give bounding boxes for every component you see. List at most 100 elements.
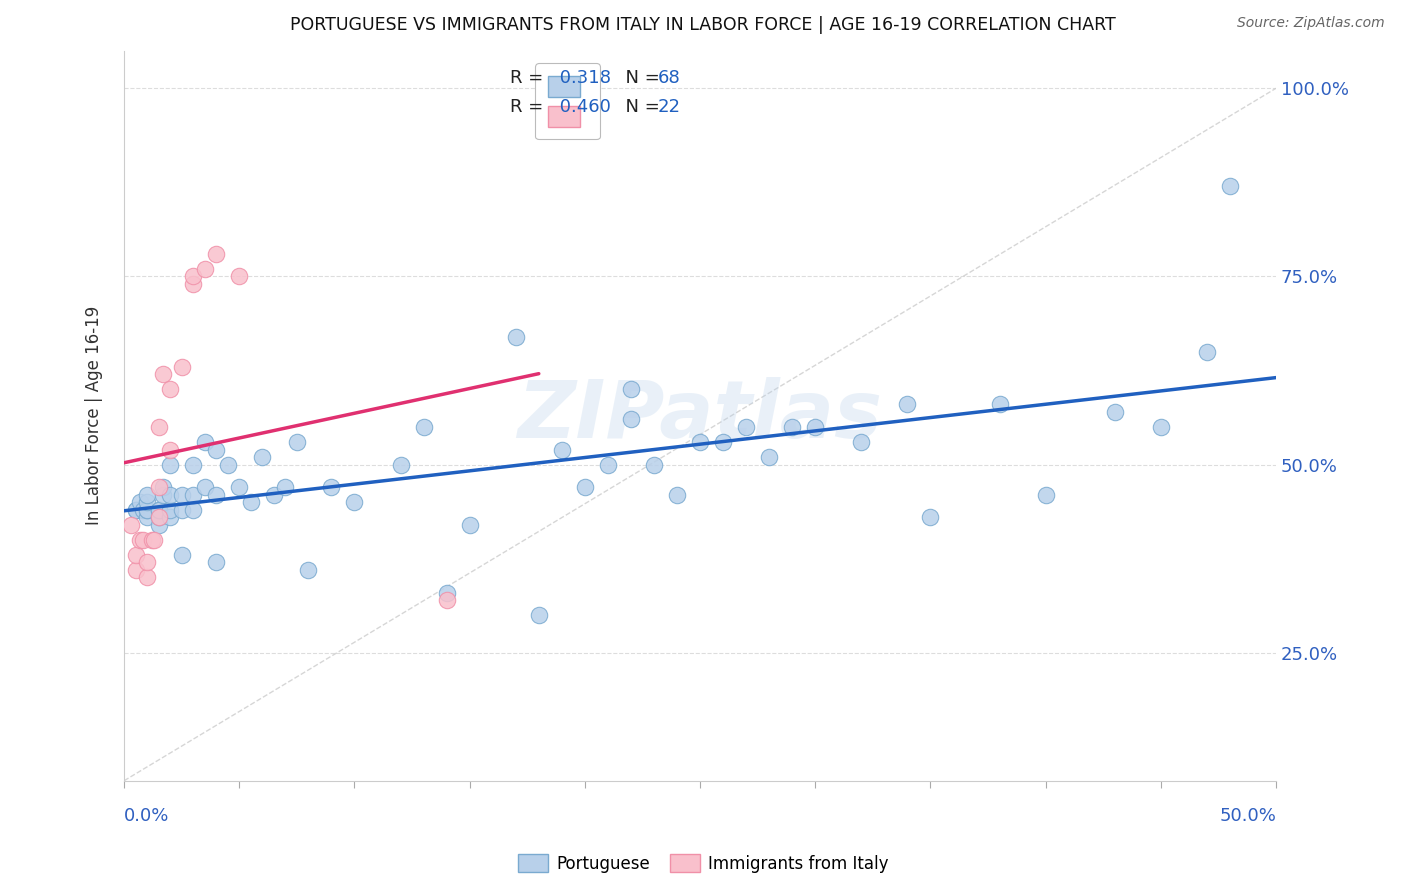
Text: R =: R = — [510, 69, 548, 87]
Point — [217, 458, 239, 472]
Point — [159, 510, 181, 524]
Point — [170, 359, 193, 374]
Point — [124, 563, 146, 577]
Point — [1150, 420, 1173, 434]
Point — [152, 488, 174, 502]
Point — [321, 480, 343, 494]
Point — [159, 502, 181, 516]
Point — [505, 329, 527, 343]
Point — [988, 397, 1011, 411]
Point — [205, 556, 228, 570]
Point — [735, 420, 758, 434]
Text: ZIPatlas: ZIPatlas — [517, 376, 883, 455]
Point — [159, 442, 181, 457]
Text: 68: 68 — [658, 69, 681, 87]
Point — [711, 435, 734, 450]
Point — [152, 368, 174, 382]
Point — [120, 517, 142, 532]
Point — [666, 488, 689, 502]
Point — [239, 495, 262, 509]
Point — [131, 502, 153, 516]
Point — [194, 261, 217, 276]
Point — [1219, 179, 1241, 194]
Point — [124, 502, 146, 516]
Point — [263, 488, 285, 502]
Point — [920, 510, 942, 524]
Point — [148, 502, 170, 516]
Point — [136, 502, 159, 516]
Point — [181, 458, 204, 472]
Point — [148, 510, 170, 524]
Point — [343, 495, 366, 509]
Text: N =: N = — [613, 69, 665, 87]
Point — [620, 382, 643, 396]
Point — [527, 608, 550, 623]
Point — [285, 435, 308, 450]
Point — [896, 397, 918, 411]
Point — [141, 533, 163, 547]
Point — [689, 435, 711, 450]
Point — [574, 480, 596, 494]
Point — [124, 548, 146, 562]
Legend: Portuguese, Immigrants from Italy: Portuguese, Immigrants from Italy — [510, 847, 896, 880]
Text: Source: ZipAtlas.com: Source: ZipAtlas.com — [1237, 16, 1385, 30]
Point — [194, 480, 217, 494]
Point — [148, 420, 170, 434]
Point — [129, 495, 152, 509]
Legend: , : , — [536, 63, 600, 139]
Point — [124, 502, 146, 516]
Point — [228, 269, 250, 284]
Text: 50.0%: 50.0% — [1219, 807, 1277, 825]
Point — [181, 277, 204, 291]
Point — [228, 480, 250, 494]
Text: 22: 22 — [658, 98, 681, 116]
Point — [643, 458, 665, 472]
Point — [194, 435, 217, 450]
Y-axis label: In Labor Force | Age 16-19: In Labor Force | Age 16-19 — [86, 306, 103, 525]
Point — [152, 480, 174, 494]
Point — [136, 488, 159, 502]
Point — [551, 442, 574, 457]
Point — [252, 450, 274, 464]
Text: 0.460: 0.460 — [554, 98, 610, 116]
Point — [389, 458, 412, 472]
Point — [436, 593, 458, 607]
Point — [1195, 344, 1218, 359]
Point — [170, 488, 193, 502]
Point — [804, 420, 827, 434]
Point — [412, 420, 434, 434]
Point — [129, 533, 152, 547]
Point — [596, 458, 619, 472]
Point — [458, 517, 481, 532]
Point — [170, 548, 193, 562]
Point — [170, 502, 193, 516]
Point — [205, 488, 228, 502]
Point — [143, 533, 166, 547]
Point — [148, 510, 170, 524]
Point — [148, 480, 170, 494]
Point — [148, 502, 170, 516]
Point — [205, 247, 228, 261]
Point — [181, 502, 204, 516]
Point — [136, 510, 159, 524]
Point — [297, 563, 319, 577]
Point — [159, 458, 181, 472]
Point — [851, 435, 873, 450]
Point — [758, 450, 780, 464]
Point — [181, 269, 204, 284]
Point — [1035, 488, 1057, 502]
Point — [1104, 405, 1126, 419]
Point — [159, 382, 181, 396]
Text: R =: R = — [510, 98, 548, 116]
Text: 0.318: 0.318 — [554, 69, 610, 87]
Point — [136, 570, 159, 584]
Point — [620, 412, 643, 426]
Point — [274, 480, 297, 494]
Point — [159, 488, 181, 502]
Text: 0.0%: 0.0% — [124, 807, 170, 825]
Text: PORTUGUESE VS IMMIGRANTS FROM ITALY IN LABOR FORCE | AGE 16-19 CORRELATION CHART: PORTUGUESE VS IMMIGRANTS FROM ITALY IN L… — [290, 16, 1116, 34]
Point — [136, 556, 159, 570]
Point — [136, 502, 159, 516]
Point — [780, 420, 803, 434]
Point — [148, 517, 170, 532]
